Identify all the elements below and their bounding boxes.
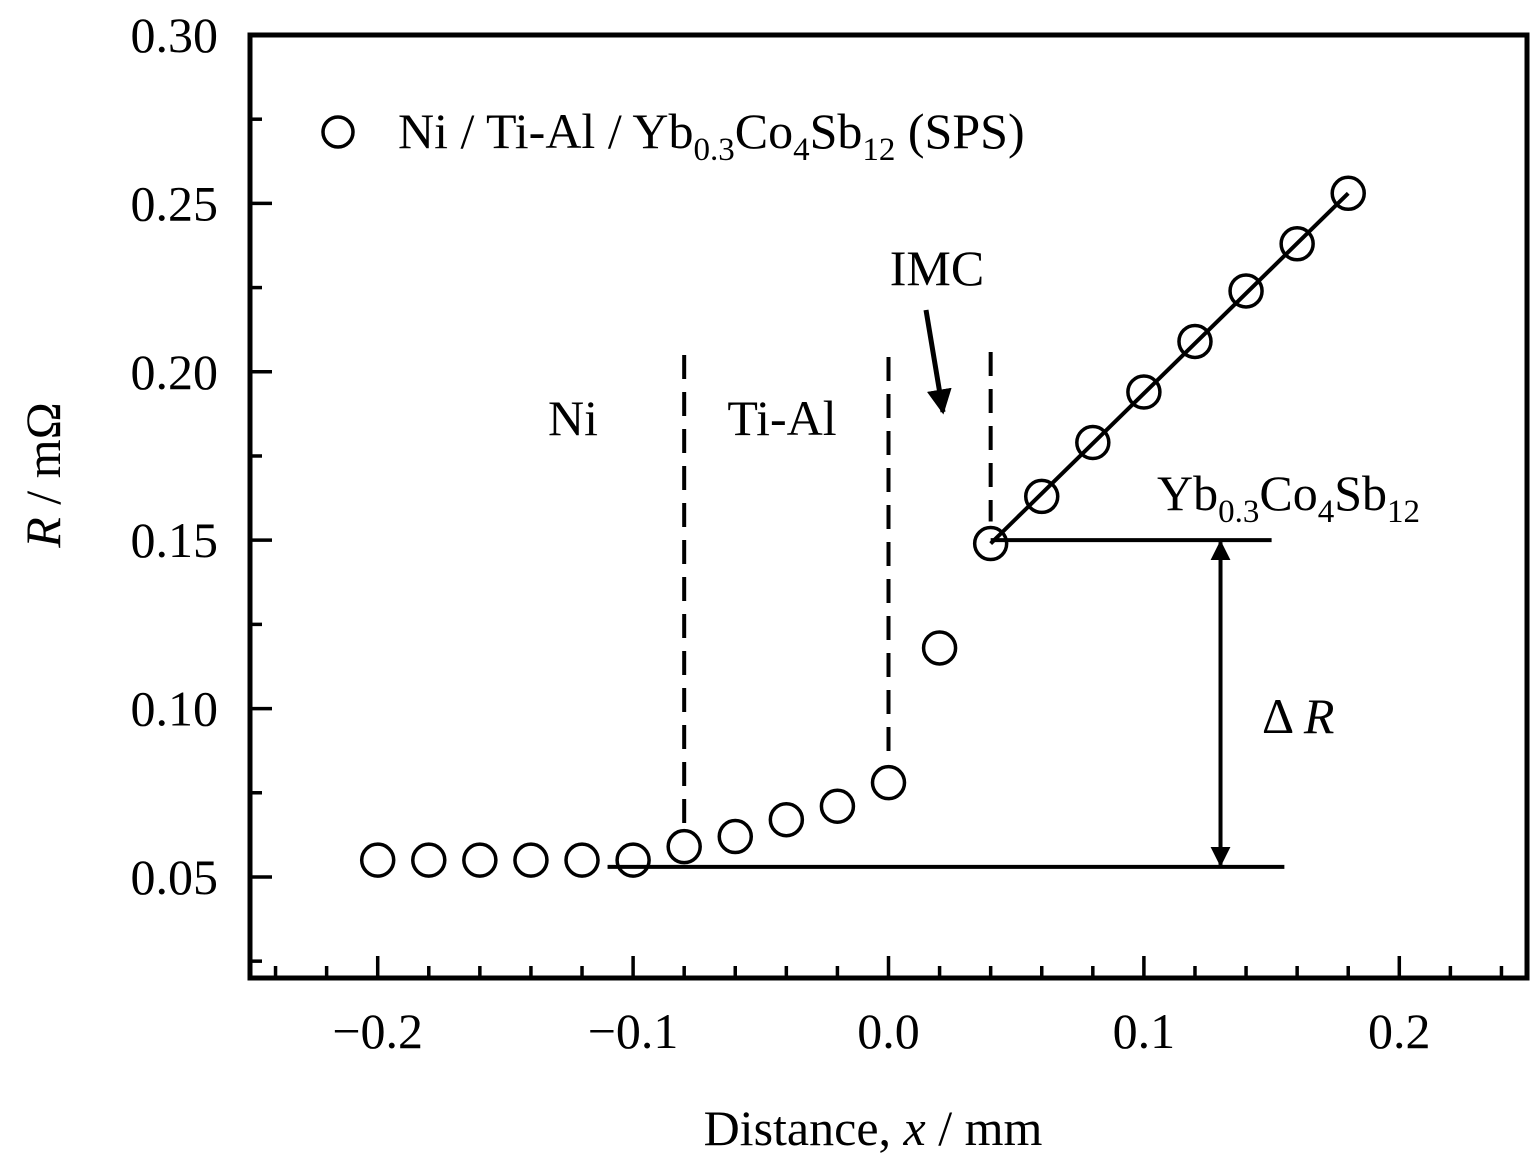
data-point — [1228, 273, 1264, 309]
data-point — [717, 818, 754, 855]
data-point — [1279, 226, 1315, 262]
x-tick-label: −0.2 — [332, 1003, 423, 1059]
x-tick-label: −0.1 — [588, 1003, 679, 1059]
region-label-imc: IMC — [890, 240, 984, 296]
data-point — [411, 842, 447, 878]
delta-r-label: Δ R — [1262, 688, 1334, 744]
legend-marker — [321, 115, 355, 149]
guide-lines — [607, 191, 1350, 869]
data-point — [1023, 478, 1060, 515]
data-point — [972, 525, 1009, 562]
data-point — [870, 764, 907, 801]
x-tick-label: 0.1 — [1113, 1003, 1176, 1059]
data-point — [1126, 374, 1162, 410]
y-tick-label: 0.20 — [131, 344, 219, 400]
fit-line — [989, 191, 1350, 545]
region-label-ni: Ni — [548, 390, 598, 446]
layer-boundaries — [682, 352, 993, 825]
data-point — [1075, 424, 1111, 461]
data-point — [819, 788, 856, 824]
y-axis-ticks: 0.05 0.10 0.15 0.20 0.25 0.30 — [131, 7, 272, 963]
data-point — [564, 842, 600, 878]
x-axis-title: Distance, x / mm — [704, 1100, 1043, 1156]
y-tick-label: 0.15 — [131, 512, 219, 568]
y-tick-label: 0.30 — [131, 7, 219, 63]
x-tick-label: 0.0 — [857, 1003, 920, 1059]
data-point — [666, 828, 702, 865]
x-axis-ticks: −0.2 −0.1 0.0 0.1 0.2 — [273, 956, 1504, 1059]
y-axis-title: R / mΩ — [15, 402, 71, 549]
imc-arrow — [923, 309, 952, 415]
data-points — [359, 175, 1366, 878]
legend: Ni / Ti-Al / Yb0.3Co4Sb12 (SPS) — [321, 103, 1025, 168]
y-tick-label: 0.05 — [131, 849, 219, 905]
y-tick-label: 0.10 — [131, 681, 219, 737]
x-tick-label: 0.2 — [1368, 1003, 1431, 1059]
data-point — [615, 842, 651, 878]
legend-label: Ni / Ti-Al / Yb0.3Co4Sb12 (SPS) — [398, 103, 1025, 168]
data-point — [359, 842, 396, 878]
region-label-ti-al: Ti-Al — [727, 390, 836, 446]
data-point — [513, 842, 549, 878]
data-point — [1330, 175, 1366, 212]
data-point — [921, 630, 958, 666]
data-point — [1177, 323, 1213, 360]
data-point — [768, 801, 805, 838]
y-tick-label: 0.25 — [131, 175, 219, 231]
material-label: Yb0.3Co4Sb12 — [1157, 465, 1420, 530]
data-point — [462, 842, 498, 878]
